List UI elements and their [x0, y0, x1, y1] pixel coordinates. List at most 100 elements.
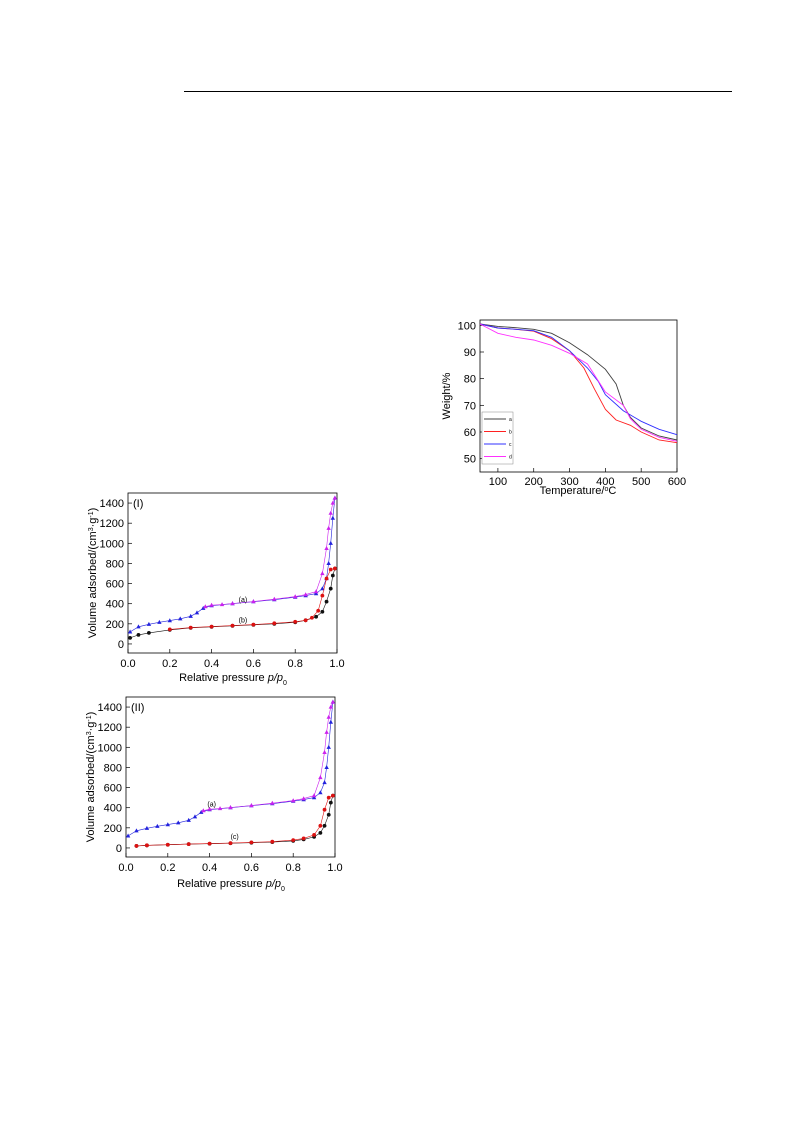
bet2-point [324, 729, 329, 734]
bet1-point [332, 495, 338, 500]
bet2-panel-label: (II) [131, 702, 144, 714]
bet1-xlabel-sub: 0 [283, 680, 287, 687]
tga-legend-label-a: a [509, 417, 512, 423]
tga-ytick-label: 90 [464, 347, 476, 359]
bet2-xtick-label: 0.0 [118, 862, 133, 874]
bet2-xtick-label: 0.8 [286, 862, 301, 874]
bet2-ylabel-mid: ·g [85, 722, 97, 732]
bet2-point [291, 798, 296, 803]
bet2-point [324, 765, 329, 770]
bet2-xlabel-sub: 0 [281, 886, 285, 893]
bet2-point [326, 812, 331, 817]
bet2-ylabel-sup1: 3 [86, 731, 93, 735]
tga-xlabel-sup: o [604, 486, 608, 493]
bet2-ytick-label: 600 [104, 783, 122, 795]
bet1-ytick-label: 600 [106, 579, 124, 591]
bet2-point [331, 793, 335, 798]
bet1-point [328, 540, 333, 545]
tga-ticks: 100 200 300 400 500 600 50 60 70 80 90 100 [458, 320, 687, 488]
bet2-point [318, 775, 323, 780]
bet2-ytick-label: 1400 [98, 702, 122, 714]
bet1-point [320, 593, 325, 598]
tga-chart: 100 200 300 400 500 600 50 60 70 80 90 100 a bc d Wei… [441, 319, 687, 497]
bet2-point [326, 795, 331, 800]
tga-legend-label-d: d [509, 455, 512, 461]
bet1-point [320, 609, 325, 614]
bet2-point [228, 805, 233, 810]
bet2-point [155, 823, 160, 828]
bet1-point [188, 613, 193, 618]
bet1-point [146, 621, 152, 626]
tga-ytick-label: 80 [464, 374, 476, 386]
bet2-plot-area: 0.0 0.2 0.4 0.6 0.8 1.0 0 200 400 600 800 1000 1200 1… [98, 696, 343, 874]
bet1-point [194, 610, 200, 615]
bet2-annotations: (a) (c) [207, 802, 238, 841]
bet2-ylabel-sup2: -1 [86, 715, 93, 721]
bet2-point [311, 795, 317, 800]
bet1-point [230, 623, 235, 628]
tga-series-a [479, 323, 678, 441]
tga-legend-label-c: c [509, 442, 512, 448]
tga-plot-area: 100 200 300 400 500 600 50 60 70 80 90 100 a bc d [458, 319, 687, 488]
tga-xtick-label: 200 [525, 476, 543, 488]
tga-legend: a bc d [481, 411, 514, 465]
bet2-ticks: 0.0 0.2 0.4 0.6 0.8 1.0 0 200 400 600 800 1000 1200 1… [98, 702, 343, 874]
bet1-point [136, 632, 141, 637]
bet1-ylabel-sup2: -1 [88, 511, 95, 517]
header-rule [184, 91, 732, 92]
bet2-ytick-label: 400 [104, 803, 122, 815]
tga-xtick-label: 600 [668, 476, 686, 488]
bet2-xlabel-main: Relative pressure [177, 878, 266, 890]
bet2-points [125, 699, 336, 848]
bet1-point [320, 571, 325, 576]
bet1-xtick-label: 1.0 [329, 658, 344, 670]
tga-series-d [479, 323, 678, 442]
bet1-point [310, 615, 314, 620]
bet2-point [322, 823, 327, 828]
bet2-point [301, 796, 306, 801]
bet2-series-line-0 [127, 701, 334, 837]
bet1-point [178, 616, 183, 621]
bet2-point [318, 790, 323, 795]
bet1-point [209, 602, 214, 607]
bet2-ytick-label: 200 [104, 823, 122, 835]
bet2-point [145, 843, 149, 848]
bet1-point [128, 636, 132, 640]
bet1-point [328, 510, 333, 515]
bet2-xlabel-italic: p/p [265, 878, 281, 890]
tga-ytick-label: 50 [464, 454, 476, 466]
bet1-series-line-0 [129, 497, 336, 633]
bet1-point [313, 591, 319, 596]
bet2-point [199, 809, 204, 814]
bet2-ytick-label: 1200 [98, 722, 122, 734]
bet2-point [312, 832, 316, 837]
bet1-point [201, 605, 206, 610]
tga-ytick-label: 100 [458, 320, 476, 332]
bet1-point [219, 602, 225, 607]
bet2-point [125, 833, 131, 838]
bet1-point [326, 561, 331, 566]
bet1-plot-area: 0.0 0.2 0.4 0.6 0.8 1.0 0 200 400 600 800 1000 1200 1… [100, 492, 345, 670]
bet2-point [291, 838, 296, 842]
bet2-ylabel-end: ) [85, 712, 97, 716]
bet1-point [333, 566, 337, 571]
bet2-point [207, 806, 212, 811]
bet1-ytick-label: 800 [106, 558, 124, 570]
bet2-point [326, 744, 331, 749]
bet2-point [144, 825, 150, 830]
bet1-xtick-label: 0.8 [288, 658, 303, 670]
bet2-xtick-label: 0.4 [202, 862, 217, 874]
tga-xtick-label: 400 [596, 476, 614, 488]
bet1-panel-label: (I) [133, 498, 143, 510]
bet1-point [330, 573, 335, 578]
bet1-ytick-label: 1000 [100, 538, 124, 550]
bet1-point [330, 515, 336, 520]
bet2-point [134, 828, 139, 833]
bet2-point [249, 840, 254, 845]
bet2-point [318, 823, 323, 828]
bet1-point [188, 625, 193, 630]
bet1-point [136, 624, 141, 629]
bet1-point [167, 627, 172, 632]
bet2-point [134, 844, 139, 848]
bet1-point [293, 619, 298, 624]
